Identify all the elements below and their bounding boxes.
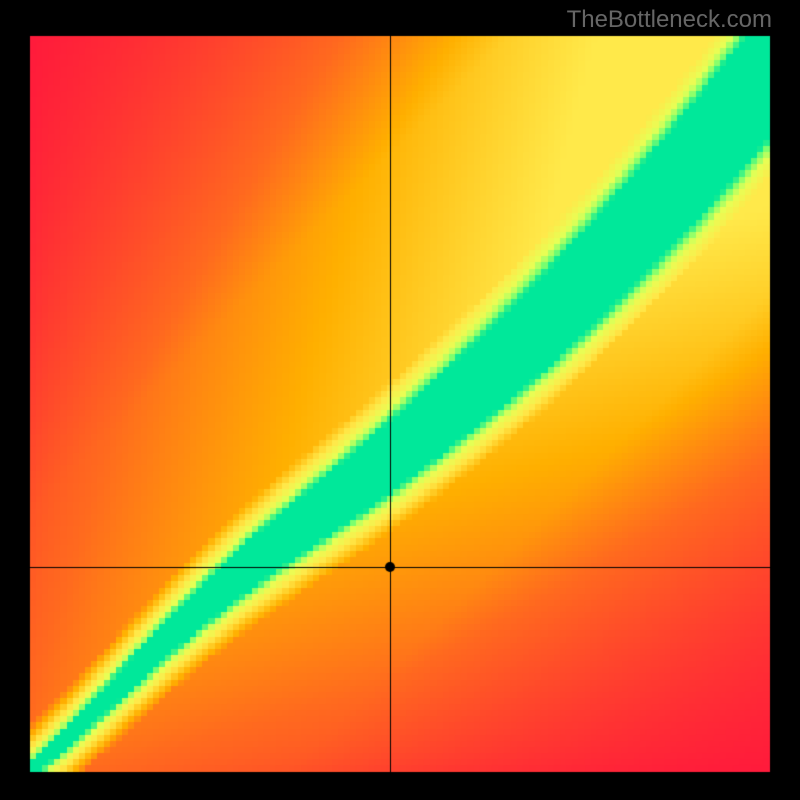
watermark-text: TheBottleneck.com — [567, 6, 772, 34]
bottleneck-heatmap — [0, 0, 800, 800]
chart-container: TheBottleneck.com — [0, 0, 800, 800]
